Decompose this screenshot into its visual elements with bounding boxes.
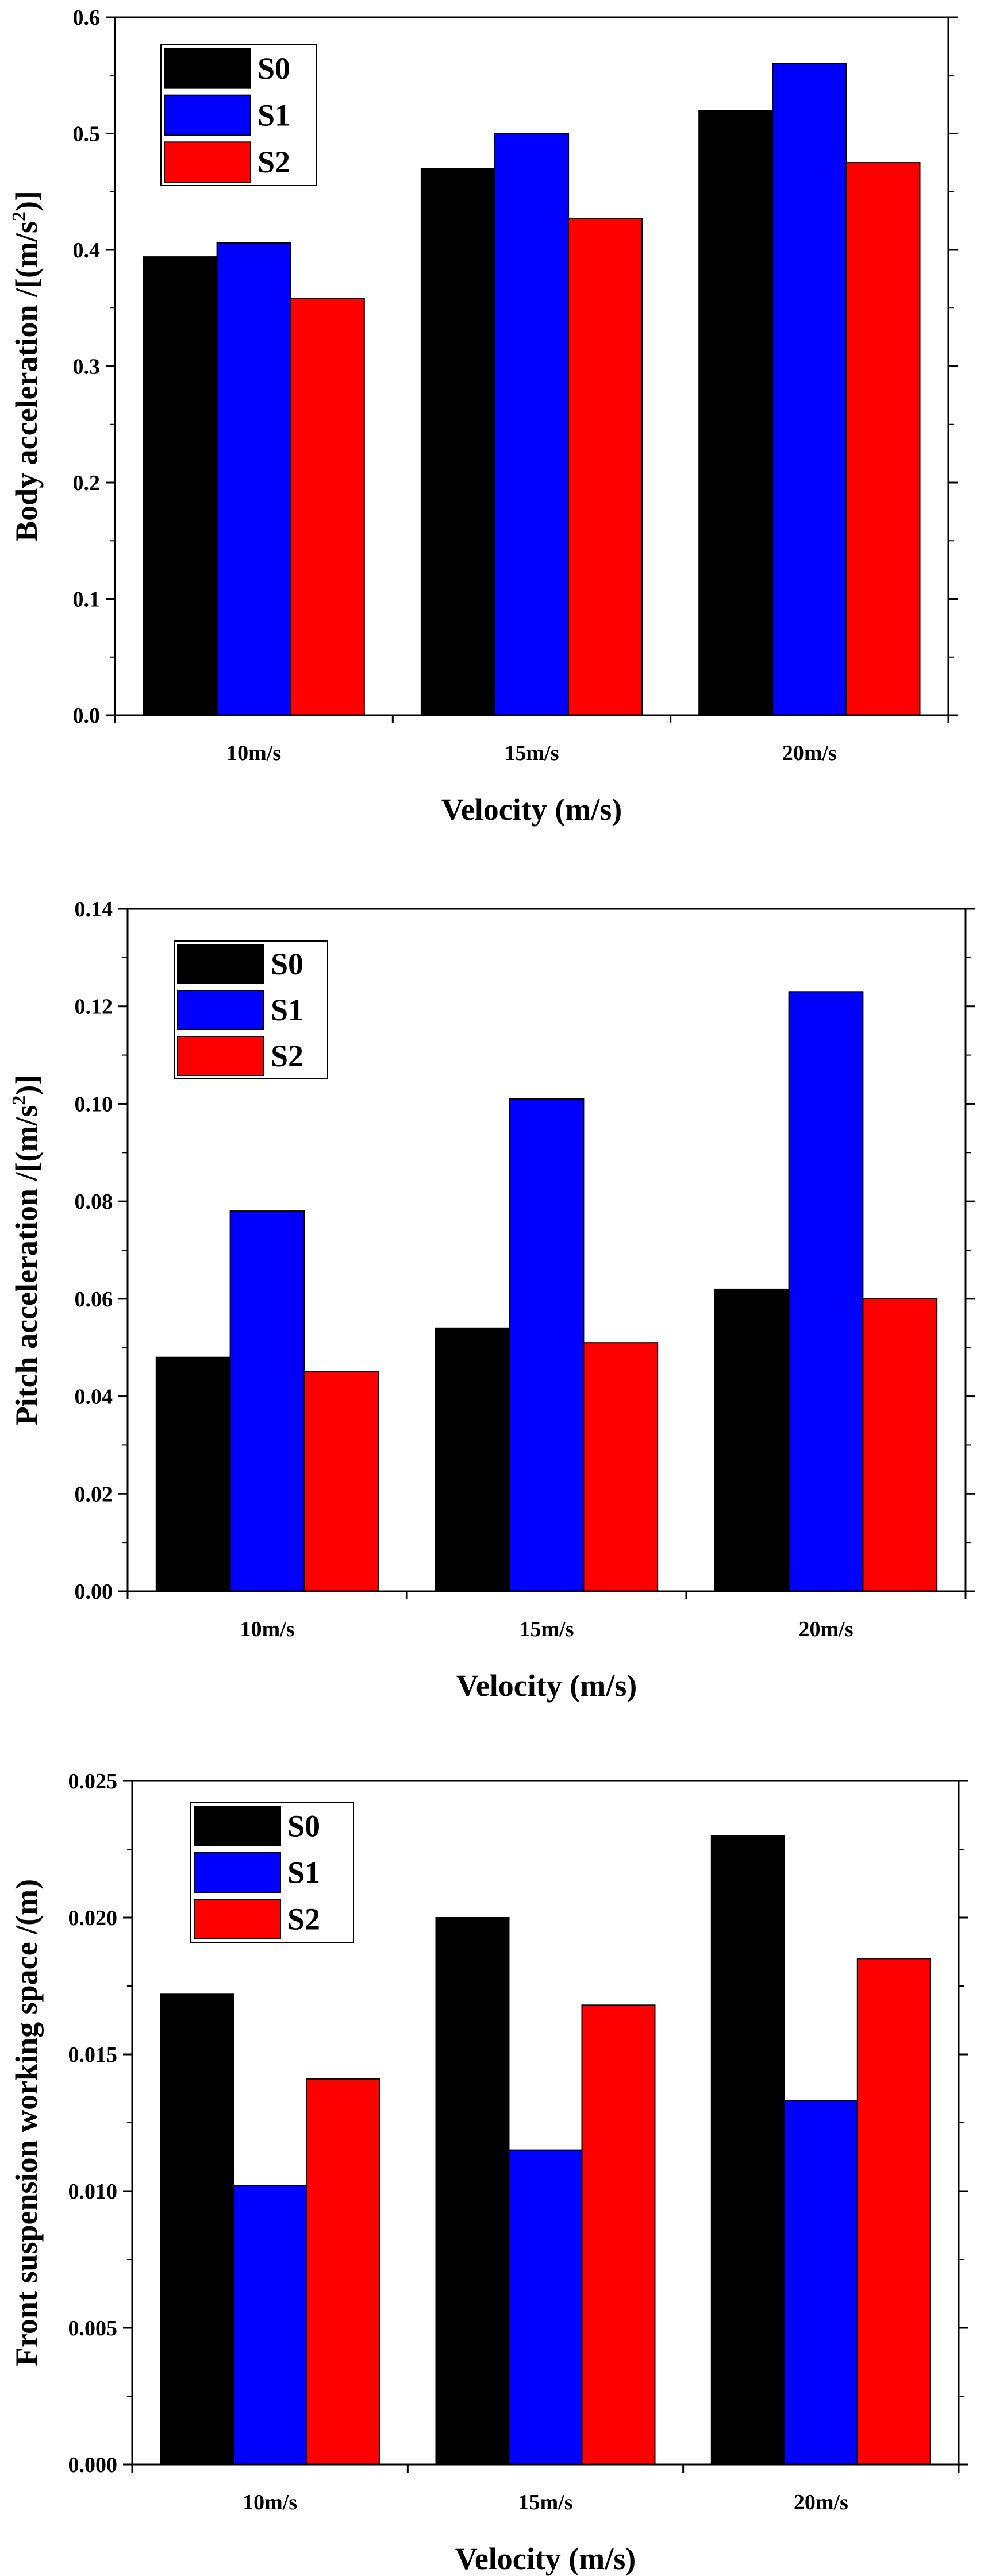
y-tick-label: 0.02 [75, 1482, 113, 1506]
y-tick-label: 0.12 [75, 995, 113, 1019]
bar-s0-15m-s [435, 1327, 510, 1592]
y-tick-label: 0.020 [68, 1906, 118, 1930]
bar-s1-20m-s [783, 2100, 858, 2465]
bar-s0-10m-s [160, 1993, 234, 2466]
y-tick-label: 0.3 [73, 355, 101, 379]
y-tick-label: 0.6 [73, 6, 101, 30]
y-axis-title: Pitch acceleration /[(m/s2)] [9, 1075, 44, 1426]
legend-swatch-s0 [194, 1806, 281, 1846]
y-tick-label: 0.04 [75, 1385, 113, 1409]
bar-s0-20m-s [710, 1835, 785, 2465]
legend-swatch-s2 [164, 141, 251, 183]
bar-s0-15m-s [435, 1917, 510, 2465]
x-tick-label: 10m/s [240, 1617, 295, 1641]
y-axis-title-end: )] [9, 1075, 44, 1096]
chart-1: 0.0 0.1 0.2 0.3 0.4 0.5 0.6 10m/s 15m/s 20m/s Velo… [9, 6, 958, 827]
y-tick-label: 0.5 [73, 122, 101, 146]
x-tick-label: 20m/s [794, 2490, 848, 2515]
y-axis-title-main: Front suspension working space /(m) [9, 1879, 44, 2366]
x-tick-label: 15m/s [520, 1617, 574, 1641]
legend-label-s2: S2 [271, 1039, 303, 1073]
bar-s1-15m-s [508, 2149, 583, 2466]
bar-s2-10m-s [303, 1371, 379, 1592]
y-axis-title-main: Body acceleration /[(m/s [9, 221, 44, 542]
bar-s2-15m-s [581, 2004, 656, 2466]
legend: S0 S1 S2 [190, 1802, 354, 1943]
bar-s0-15m-s [420, 168, 496, 716]
legend-label-s1: S1 [257, 98, 290, 133]
y-tick-label: 0.14 [75, 897, 113, 921]
legend-swatch-s2 [194, 1899, 281, 1939]
y-tick-label: 0.015 [68, 2043, 118, 2067]
legend-label-s0: S0 [271, 947, 303, 981]
x-tick-label: 20m/s [782, 741, 837, 765]
y-tick-label: 0.010 [68, 2180, 118, 2204]
bar-s1-15m-s [494, 133, 570, 716]
bar-s1-10m-s [229, 1210, 305, 1592]
y-tick-label: 0.08 [75, 1190, 113, 1214]
bar-s1-10m-s [216, 242, 291, 716]
bar-s0-10m-s [143, 256, 218, 716]
bar-s2-15m-s [583, 1342, 659, 1592]
legend-swatch-s1 [194, 1852, 281, 1893]
legend-label-s1: S1 [287, 1856, 320, 1890]
x-tick-label: 15m/s [518, 2490, 573, 2515]
x-axis-title: Velocity (m/s) [455, 2542, 636, 2576]
y-axis-title: Front suspension working space /(m) [9, 1879, 44, 2366]
y-tick-label: 0.06 [75, 1287, 113, 1312]
y-tick-label: 0.0 [73, 704, 101, 728]
x-tick-label: 10m/s [243, 2490, 297, 2515]
x-tick-label: 20m/s [799, 1617, 854, 1641]
bar-s0-10m-s [155, 1356, 231, 1592]
legend-label-s0: S0 [287, 1809, 320, 1844]
legend-swatch-s1 [164, 94, 251, 136]
bar-s0-20m-s [698, 110, 774, 716]
legend: S0 S1 S2 [174, 940, 328, 1079]
bar-s2-10m-s [290, 298, 365, 716]
y-tick-label: 0.005 [68, 2316, 118, 2340]
legend: S0 S1 S2 [160, 44, 317, 186]
y-tick-label: 0.025 [68, 1769, 118, 1794]
x-tick-label: 15m/s [505, 741, 559, 765]
chart-2: 0.00 0.02 0.04 0.06 0.08 0.10 0.12 0.14 10m/s 15m… [9, 897, 975, 1703]
legend-swatch-s1 [177, 990, 264, 1030]
bar-s2-20m-s [845, 162, 921, 716]
y-tick-label: 0.1 [73, 588, 101, 612]
bar-s2-20m-s [862, 1298, 938, 1592]
bar-s2-20m-s [856, 1958, 931, 2465]
bar-s2-10m-s [306, 2078, 380, 2466]
y-axis-title-sup: 2 [9, 1096, 30, 1105]
y-tick-label: 0.00 [75, 1580, 113, 1604]
chart-3: 0.000 0.005 0.010 0.015 0.020 0.025 10m/s 15m/s… [9, 1769, 968, 2576]
y-tick-label: 0.2 [73, 471, 101, 495]
legend-label-s1: S1 [271, 993, 303, 1027]
x-axis-title: Velocity (m/s) [456, 1668, 637, 1703]
legend-swatch-s0 [177, 944, 264, 984]
y-tick-label: 0.10 [75, 1092, 113, 1116]
y-tick-label: 0.000 [68, 2453, 118, 2477]
legend-swatch-s0 [164, 48, 251, 89]
y-axis-title-sup: 2 [9, 211, 30, 221]
legend-label-s2: S2 [287, 1902, 320, 1937]
bar-s2-15m-s [568, 218, 643, 716]
y-axis-title-end: )] [9, 191, 44, 211]
x-axis-title: Velocity (m/s) [441, 792, 622, 827]
bar-s1-15m-s [509, 1098, 585, 1592]
y-axis-title-main: Pitch acceleration /[(m/s [9, 1105, 44, 1426]
y-axis-title: Body acceleration /[(m/s2)] [9, 191, 44, 542]
y-tick-label: 0.4 [73, 238, 101, 263]
bar-s1-10m-s [233, 2185, 307, 2465]
legend-label-s0: S0 [257, 51, 290, 86]
x-tick-label: 10m/s [226, 741, 281, 765]
bar-s1-20m-s [788, 991, 864, 1592]
legend-swatch-s2 [177, 1036, 264, 1076]
bar-s0-20m-s [714, 1288, 790, 1592]
legend-label-s2: S2 [257, 145, 290, 179]
bar-s1-20m-s [772, 63, 847, 716]
